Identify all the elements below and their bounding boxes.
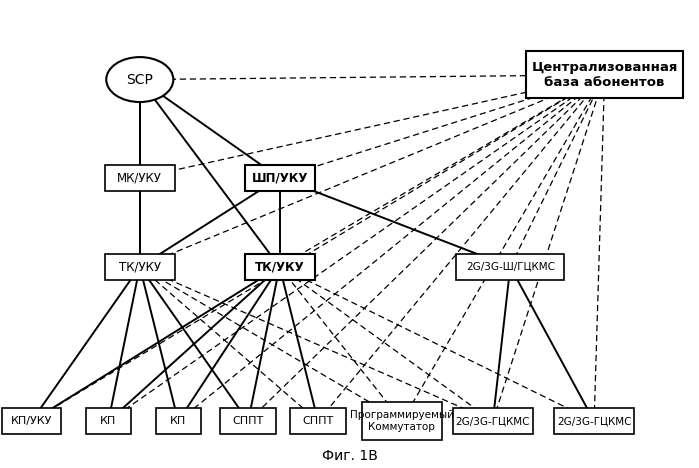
Text: 2G/3G-Ш/ГЦКМС: 2G/3G-Ш/ГЦКМС [466,262,555,272]
Text: 2G/3G-ГЦКМС: 2G/3G-ГЦКМС [456,416,530,426]
FancyBboxPatch shape [105,165,175,190]
Text: СППТ: СППТ [303,416,333,426]
FancyBboxPatch shape [554,408,635,434]
Text: Централизованная
база абонентов: Централизованная база абонентов [531,61,678,89]
Text: МК/УКУ: МК/УКУ [117,171,162,184]
Text: 2G/3G-ГЦКМС: 2G/3G-ГЦКМС [557,416,631,426]
FancyBboxPatch shape [526,51,683,98]
Text: ТК/УКУ: ТК/УКУ [255,260,304,273]
Text: КП: КП [170,416,187,426]
Circle shape [106,57,173,102]
FancyBboxPatch shape [453,408,533,434]
Text: Программируемый
Коммутатор: Программируемый Коммутатор [350,410,454,432]
FancyBboxPatch shape [362,402,442,440]
FancyBboxPatch shape [155,408,201,434]
Text: КП: КП [100,416,117,426]
FancyBboxPatch shape [85,408,131,434]
Text: СППТ: СППТ [233,416,264,426]
Text: Фиг. 1В: Фиг. 1В [322,449,377,463]
FancyBboxPatch shape [456,254,565,280]
FancyBboxPatch shape [1,408,62,434]
FancyBboxPatch shape [245,254,315,280]
FancyBboxPatch shape [290,408,346,434]
Text: SCP: SCP [127,73,153,87]
FancyBboxPatch shape [105,254,175,280]
FancyBboxPatch shape [220,408,276,434]
Text: КП/УКУ: КП/УКУ [10,416,52,426]
FancyBboxPatch shape [245,165,315,190]
Text: ТК/УКУ: ТК/УКУ [119,260,161,273]
Text: ШП/УКУ: ШП/УКУ [252,171,308,184]
